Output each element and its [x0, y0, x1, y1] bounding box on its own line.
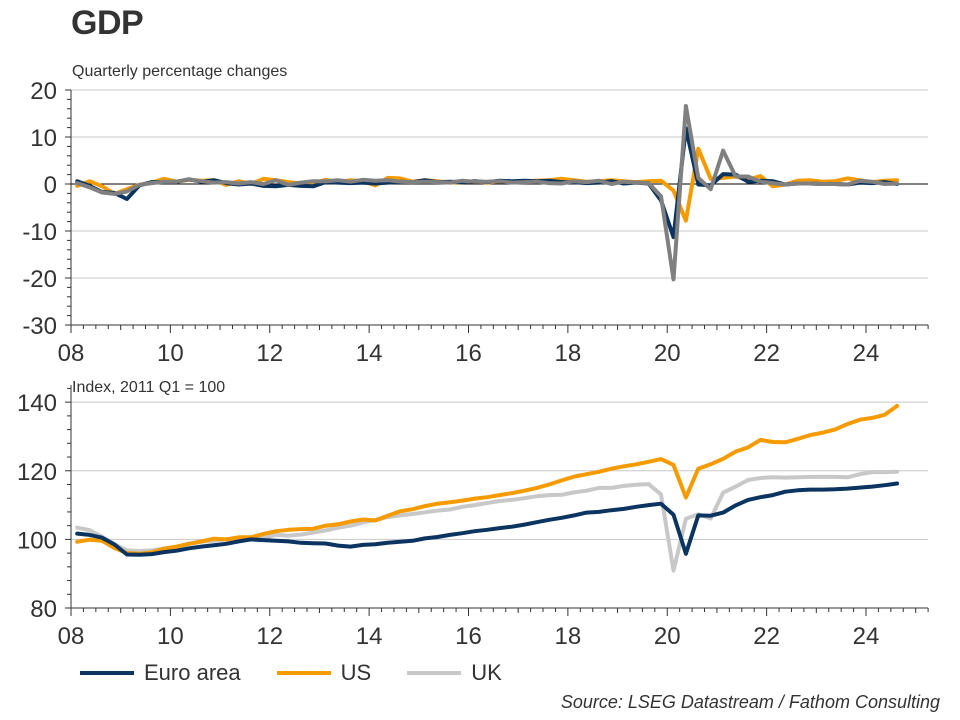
- legend: Euro area US UK: [80, 660, 538, 686]
- y-tick-label: -20: [22, 266, 57, 293]
- legend-swatch-euro-area: [80, 671, 134, 675]
- x-tick-label: 10: [157, 340, 184, 367]
- legend-label-euro-area: Euro area: [144, 660, 241, 685]
- series-line-uk: [75, 469, 900, 573]
- legend-item-us: US: [276, 660, 372, 686]
- x-tick-label: 14: [356, 623, 383, 650]
- source-note: Source: LSEG Datastream / Fathom Consult…: [560, 692, 940, 712]
- legend-label-us: US: [340, 660, 372, 685]
- series-line-uk: [75, 104, 900, 282]
- x-tick-label: 12: [256, 340, 283, 367]
- y-tick-label: 10: [30, 125, 57, 152]
- y-tick-label: -10: [22, 219, 57, 246]
- x-tick-label: 22: [753, 623, 780, 650]
- x-tick-label: 16: [455, 340, 482, 367]
- bottom-chart-subtitle: Index, 2011 Q1 = 100: [72, 379, 226, 396]
- legend-item-euro-area: Euro area: [80, 660, 241, 686]
- x-tick-label: 20: [654, 623, 681, 650]
- x-tick-label: 24: [853, 340, 880, 367]
- legend-label-uk: UK: [471, 660, 502, 685]
- x-tick-label: 22: [753, 340, 780, 367]
- series-line-us: [75, 403, 900, 556]
- x-tick-label: 14: [356, 340, 383, 367]
- x-tick-label: 20: [654, 340, 681, 367]
- x-tick-label: 18: [555, 623, 582, 650]
- series-line-euro-area: [75, 481, 900, 557]
- chart-title: GDP: [71, 4, 144, 42]
- x-tick-label: 08: [58, 623, 85, 650]
- x-tick-label: 24: [853, 623, 880, 650]
- y-tick-label: 20: [30, 78, 57, 105]
- y-tick-label: -30: [22, 313, 57, 340]
- x-tick-label: 12: [256, 623, 283, 650]
- x-tick-label: 18: [555, 340, 582, 367]
- x-tick-label: 10: [157, 623, 184, 650]
- y-tick-label: 80: [30, 596, 57, 623]
- x-tick-label: 08: [58, 340, 85, 367]
- x-tick-label: 16: [455, 623, 482, 650]
- legend-swatch-uk: [407, 671, 462, 675]
- y-tick-label: 100: [17, 527, 57, 554]
- y-tick-label: 140: [17, 390, 57, 417]
- top-chart-subtitle: Quarterly percentage changes: [72, 63, 288, 80]
- legend-item-uk: UK: [407, 660, 502, 686]
- y-tick-label: 0: [44, 172, 57, 199]
- legend-swatch-us: [276, 671, 331, 675]
- y-tick-label: 120: [17, 459, 57, 486]
